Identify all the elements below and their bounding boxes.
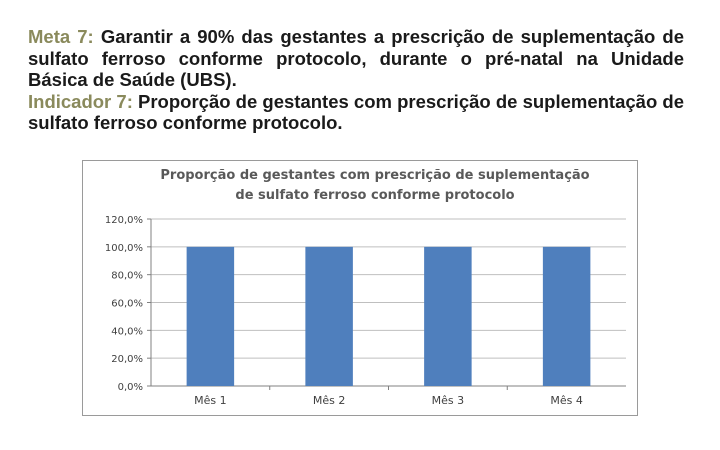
meta-label: Meta 7:	[28, 26, 94, 47]
chart-title-line-2: de sulfato ferroso conforme protocolo	[235, 188, 514, 203]
indicator-label: Indicador 7:	[28, 90, 133, 112]
y-tick-label-1: 20,0%	[111, 354, 143, 365]
y-tick-label-2: 40,0%	[111, 326, 143, 337]
bar-chart: Proporção de gestantes com prescrição de…	[105, 168, 626, 407]
chart-frame: Proporção de gestantes com prescrição de…	[82, 160, 638, 416]
bar-2	[305, 246, 353, 386]
indicator-paragraph: Indicador 7: Proporção de gestantes com …	[28, 91, 684, 134]
y-tick-label-5: 100,0%	[105, 243, 143, 254]
meta-text: Garantir a 90% das gestantes a prescriçã…	[28, 26, 684, 90]
bar-1	[186, 246, 235, 386]
y-tick-label-4: 80,0%	[111, 271, 143, 282]
bar-4	[542, 246, 591, 386]
chart-title-line-1: Proporção de gestantes com prescrição de…	[160, 168, 589, 183]
y-tick-label-0: 0,0%	[118, 382, 143, 393]
bar-3	[424, 246, 472, 386]
y-tick-label-3: 60,0%	[111, 299, 143, 310]
x-tick-label-3: Mês 3	[432, 394, 464, 407]
meta-paragraph: Meta 7: Garantir a 90% das gestantes a p…	[28, 26, 684, 91]
indicator-text: Proporção de gestantes com prescrição de…	[28, 90, 684, 134]
y-tick-label-6: 120,0%	[105, 215, 143, 226]
goal-text-block: Meta 7: Garantir a 90% das gestantes a p…	[28, 26, 684, 134]
x-tick-label-2: Mês 2	[313, 394, 345, 407]
x-tick-label-4: Mês 4	[550, 394, 582, 407]
x-tick-label-1: Mês 1	[194, 394, 226, 407]
